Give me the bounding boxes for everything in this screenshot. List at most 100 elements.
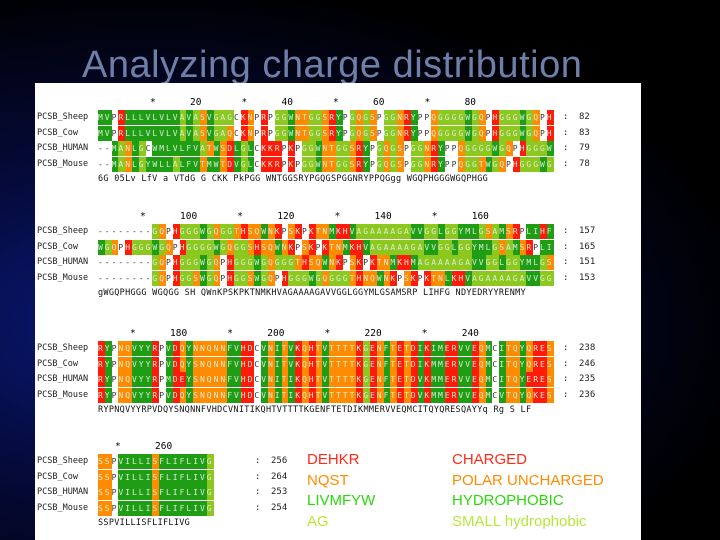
residue-cell: G [390, 125, 398, 141]
residue-cell: T [342, 372, 350, 387]
residue-cell: T [281, 341, 289, 356]
residue-cell: P [268, 110, 276, 125]
sequence-row: PCSB_Mouse S S P V I L L I S F L I F L I V G:254 [35, 500, 641, 516]
sequence-row: PCSB_HUMAN - - M A N L G C W M L V L F V A T W S D L G L C K K R P K P… [35, 141, 641, 156]
residue-cell: P [451, 156, 459, 172]
residue-cell: G [152, 270, 160, 286]
residue-cell: Q [383, 141, 391, 156]
residue-cell: N [295, 125, 303, 141]
residue-cell: R [356, 141, 364, 156]
residue-cell: C [492, 356, 500, 372]
residue-cell: W [254, 255, 262, 270]
residue-cell: P [166, 255, 174, 270]
residue-cell: L [166, 156, 174, 172]
residue-cell: G [336, 270, 344, 286]
residue-cell: T [376, 255, 384, 270]
residue-cell: H [308, 356, 316, 372]
residue-cell: L [186, 454, 194, 469]
residue-cell: V [234, 341, 242, 356]
residue-cell: V [410, 224, 418, 239]
residue-cell: G [363, 125, 371, 141]
residue-cell: F [227, 387, 235, 403]
row-end-position: 83 [579, 127, 590, 138]
residue-cell: N [200, 387, 208, 403]
residue-cell: H [281, 270, 289, 286]
residue-cell: L [138, 454, 146, 469]
residue-cell: I [431, 341, 439, 356]
residue-cell: A [485, 270, 493, 286]
row-separator: : [255, 456, 261, 466]
residue-cell: I [125, 454, 133, 469]
residue-cell: G [315, 110, 323, 125]
residue-cell: S [193, 270, 201, 286]
residue-cell: K [390, 270, 398, 286]
residue-cell: S [152, 500, 160, 516]
residue-cell: P [166, 270, 174, 286]
residue-cell: W [274, 239, 282, 255]
residue-cell: N [322, 141, 330, 156]
residue-cell: N [213, 341, 221, 356]
residue-cell: H [540, 224, 548, 239]
residue-cell: R [404, 125, 412, 141]
residue-cell: M [526, 255, 534, 270]
residue-cell: Y [145, 341, 153, 356]
residue-cell: M [438, 372, 446, 387]
residue-cell: K [295, 341, 303, 356]
residue-cell: I [274, 372, 282, 387]
residue-cell: N [268, 341, 276, 356]
residue-cell: P [444, 156, 452, 172]
residue-cell: L [138, 110, 146, 125]
residue-cell: P [274, 270, 282, 286]
residue-cell: T [295, 255, 303, 270]
residue-cell: G [540, 255, 548, 270]
residue-cell: G [152, 255, 160, 270]
residue-cell: N [247, 110, 255, 125]
residue-cell: G [342, 270, 350, 286]
residue-cell: R [533, 372, 541, 387]
residue-cell: W [254, 270, 262, 286]
residue-cell: A [118, 141, 126, 156]
residue-cell: Y [104, 341, 112, 356]
residue-cell: Q [268, 255, 276, 270]
residue-cell: P [281, 224, 289, 239]
residue-cell: G [363, 341, 371, 356]
residue-cell: P [376, 110, 384, 125]
residue-cell: - [138, 224, 146, 239]
residue-cell: C [254, 156, 262, 172]
residue-cell: P [111, 110, 119, 125]
residue-cell: V [322, 356, 330, 372]
residue-cell: G [261, 255, 269, 270]
residue-cell: W [519, 125, 527, 141]
residue-cell: R [533, 356, 541, 372]
residue-cell: I [193, 485, 201, 500]
residue-cell: I [288, 372, 296, 387]
residue-cell: P [424, 125, 432, 141]
residue-cell: W [288, 125, 296, 141]
residue-cell: L [179, 156, 187, 172]
residue-cell: G [308, 156, 316, 172]
residue-cell: T [506, 372, 514, 387]
residue-cell: N [213, 356, 221, 372]
residue-cell: G [220, 224, 228, 239]
residue-cell: H [302, 255, 310, 270]
residue-cell: G [138, 141, 146, 156]
residue-cell: R [261, 110, 269, 125]
residue-cell: N [247, 125, 255, 141]
residue-cell: Y [472, 239, 480, 255]
residue-cell: D [410, 372, 418, 387]
row-end-position: 246 [579, 358, 596, 369]
sequence-row: PCSB_Sheep S S P V I L L I S F L I F L I V G:256 [35, 454, 641, 469]
residue-cell: N [383, 255, 391, 270]
residue-cell: G [363, 356, 371, 372]
residue-cell: P [281, 141, 289, 156]
residue-cell: F [227, 341, 235, 356]
residue-cell: K [261, 156, 269, 172]
residue-cell: S [397, 156, 405, 172]
residue-cell: P [370, 156, 378, 172]
sequence-name: PCSB_Mouse [37, 389, 89, 400]
residue-cell: L [438, 224, 446, 239]
residue-cell: N [125, 141, 133, 156]
residue-cell: G [444, 110, 452, 125]
residue-cell: Q [213, 270, 221, 286]
residue-cell: L [152, 110, 160, 125]
